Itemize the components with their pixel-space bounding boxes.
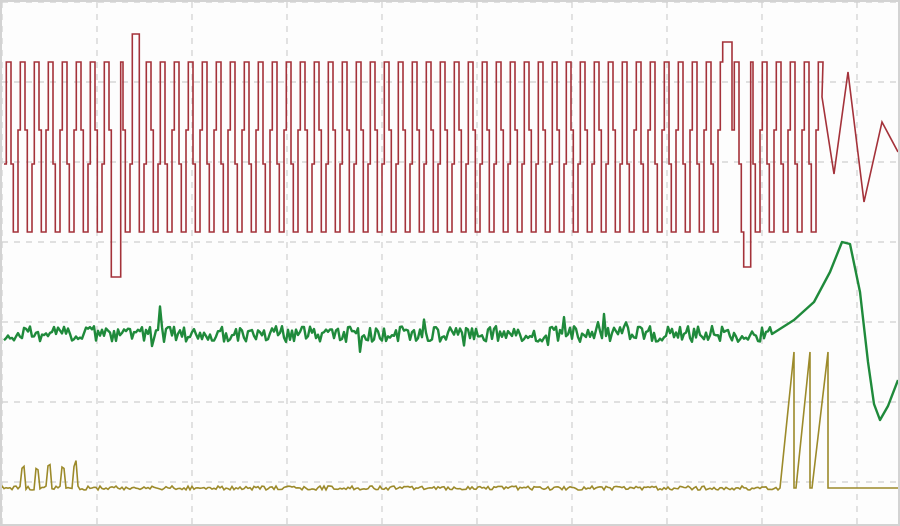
waveform-chart xyxy=(0,0,900,526)
chart-svg xyxy=(2,2,898,524)
